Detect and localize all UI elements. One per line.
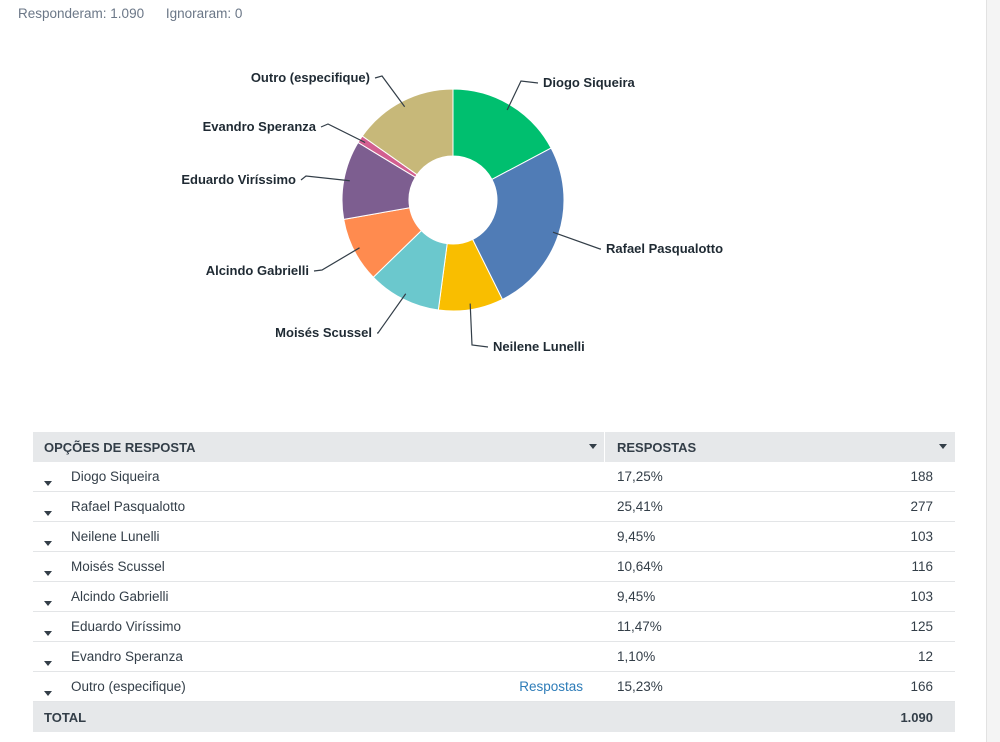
answer-option-label: Moisés Scussel — [71, 559, 165, 574]
response-count: 103 — [910, 589, 933, 604]
expand-caret-icon[interactable] — [44, 691, 52, 696]
response-count: 277 — [910, 499, 933, 514]
response-summary: Responderam: 1.090 Ignoraram: 0 — [18, 6, 242, 21]
response-count: 188 — [910, 469, 933, 484]
responses-header-label: RESPOSTAS — [617, 439, 697, 455]
response-count: 12 — [917, 649, 933, 664]
responses-column-header[interactable]: RESPOSTAS — [605, 432, 955, 462]
expand-caret-icon[interactable] — [44, 601, 52, 606]
table-row[interactable]: Moisés Scussel 10,64% 116 — [33, 552, 955, 582]
total-label: TOTAL — [44, 709, 87, 725]
answer-option-cell: Diogo Siqueira — [33, 469, 605, 486]
slice-label: Outro (especifique) — [251, 70, 370, 85]
leader-line — [313, 247, 360, 272]
leader-line — [374, 75, 406, 108]
answer-option-cell: Rafael Pasqualotto — [33, 499, 605, 516]
expand-caret-icon[interactable] — [44, 631, 52, 636]
donut-slice[interactable] — [361, 88, 454, 176]
table-body: Diogo Siqueira 17,25% 188 Rafael Pasqualott… — [33, 462, 955, 702]
response-percent: 1,10% — [617, 649, 656, 664]
slice-label: Rafael Pasqualotto — [606, 241, 723, 256]
answer-option-cell: Neilene Lunelli — [33, 529, 605, 546]
sort-caret-icon[interactable] — [939, 444, 947, 449]
response-count: 103 — [910, 529, 933, 544]
slice-label: Alcindo Gabrielli — [206, 263, 309, 278]
leader-line — [469, 303, 489, 348]
response-percent: 15,23% — [617, 679, 663, 694]
response-percent: 17,25% — [617, 469, 663, 484]
donut-chart: Diogo Siqueira Rafael Pasqualotto Neilene … — [181, 70, 723, 354]
leader-line — [320, 123, 366, 144]
answer-option-label: Alcindo Gabrielli — [71, 589, 169, 604]
leader-line — [506, 80, 539, 111]
sort-caret-icon[interactable] — [589, 444, 597, 449]
response-percent: 11,47% — [617, 619, 662, 634]
answer-option-label: Evandro Speranza — [71, 649, 183, 664]
skipped-count: Ignoraram: 0 — [165, 6, 243, 21]
answer-option-label: Diogo Siqueira — [71, 469, 160, 484]
expand-caret-icon[interactable] — [44, 541, 52, 546]
total-value: 1.090 — [900, 709, 933, 725]
slice-label: Eduardo Viríssimo — [181, 172, 296, 187]
answer-option-label: Outro (especifique) — [71, 679, 186, 694]
leader-line — [300, 175, 350, 182]
slice-label: Moisés Scussel — [275, 325, 372, 340]
slice-label: Diogo Siqueira — [543, 75, 636, 90]
table-row[interactable]: Evandro Speranza 1,10% 12 — [33, 642, 955, 672]
donut-slice[interactable] — [471, 147, 565, 301]
table-row[interactable]: Diogo Siqueira 17,25% 188 — [33, 462, 955, 492]
table-row[interactable]: Rafael Pasqualotto 25,41% 277 — [33, 492, 955, 522]
expand-caret-icon[interactable] — [44, 571, 52, 576]
response-percent: 9,45% — [617, 529, 656, 544]
responses-link[interactable]: Respostas — [519, 679, 583, 694]
answer-option-cell: Evandro Speranza — [33, 649, 605, 666]
response-count: 125 — [910, 619, 933, 634]
response-percent: 9,45% — [617, 589, 656, 604]
response-percent: 25,41% — [617, 499, 663, 514]
slice-label: Neilene Lunelli — [493, 339, 585, 354]
table-row[interactable]: Eduardo Viríssimo 11,47% 125 — [33, 612, 955, 642]
leader-line — [377, 293, 407, 334]
expand-caret-icon[interactable] — [44, 511, 52, 516]
answer-option-label: Neilene Lunelli — [71, 529, 160, 544]
table-row[interactable]: Alcindo Gabrielli 9,45% 103 — [33, 582, 955, 612]
answer-option-cell: Outro (especifique) Respostas — [33, 679, 605, 696]
answer-option-cell: Moisés Scussel — [33, 559, 605, 576]
answer-option-label: Eduardo Viríssimo — [71, 619, 182, 634]
answer-option-label: Rafael Pasqualotto — [71, 499, 186, 514]
scrollbar[interactable] — [986, 0, 1000, 742]
slice-label: Evandro Speranza — [203, 119, 317, 134]
answer-option-cell: Eduardo Viríssimo — [33, 619, 605, 636]
expand-caret-icon[interactable] — [44, 481, 52, 486]
table-row[interactable]: Neilene Lunelli 9,45% 103 — [33, 522, 955, 552]
responses-table: OPÇÕES DE RESPOSTA RESPOSTAS Diogo Sique… — [33, 432, 955, 732]
donut-slice[interactable] — [452, 88, 552, 181]
response-percent: 10,64% — [617, 559, 663, 574]
answer-option-cell: Alcindo Gabrielli — [33, 589, 605, 606]
table-row[interactable]: Outro (especifique) Respostas 15,23% 166 — [33, 672, 955, 702]
response-count: 166 — [910, 679, 933, 694]
options-header-label: OPÇÕES DE RESPOSTA — [44, 439, 196, 455]
answered-count: Responderam: 1.090 — [18, 6, 145, 21]
response-count: 116 — [911, 559, 933, 574]
expand-caret-icon[interactable] — [44, 661, 52, 666]
table-header: OPÇÕES DE RESPOSTA RESPOSTAS — [33, 432, 955, 462]
total-row: TOTAL 1.090 — [33, 702, 955, 732]
leader-line — [552, 231, 601, 250]
options-column-header[interactable]: OPÇÕES DE RESPOSTA — [33, 432, 605, 462]
